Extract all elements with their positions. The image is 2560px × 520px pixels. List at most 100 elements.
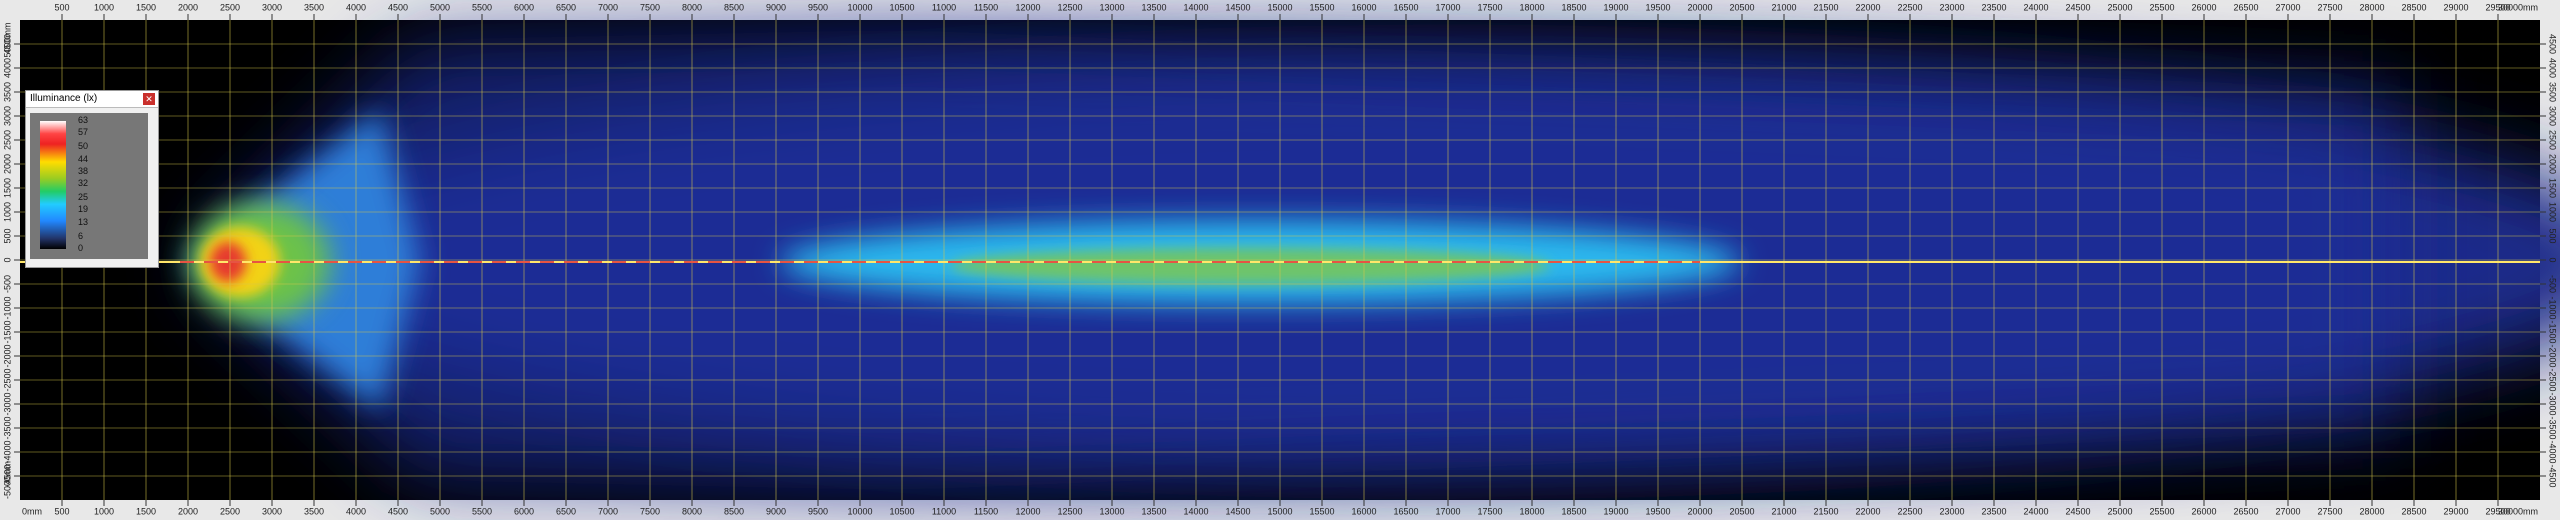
y-ruler-label: -2500 — [2, 368, 12, 391]
x-ruler-label: 15500 — [1309, 506, 1334, 516]
x-ruler-label: 25500 — [2149, 506, 2174, 516]
x-ruler-label: 6500 — [556, 506, 576, 516]
x-ruler-label: 6500 — [556, 2, 576, 12]
x-ruler-label: 27000 — [2275, 506, 2300, 516]
x-ruler-label: 28000 — [2359, 506, 2384, 516]
x-ruler-label: 1500 — [136, 506, 156, 516]
x-ruler-label: 12000 — [1015, 506, 1040, 516]
x-ruler-label: 16500 — [1393, 2, 1418, 12]
legend-level: 50 — [78, 141, 89, 152]
x-ruler-label: 8000 — [682, 2, 702, 12]
x-ruler-label: 12500 — [1057, 2, 1082, 12]
x-ruler-label: 20000 — [1687, 2, 1712, 12]
y-ruler-label: 1500 — [2548, 178, 2558, 198]
legend-level: 38 — [78, 165, 89, 176]
x-ruler-label: 24500 — [2065, 506, 2090, 516]
x-ruler-label: 26500 — [2233, 2, 2258, 12]
x-ruler-label: 11000 — [932, 2, 956, 12]
x-ruler-label: 14500 — [1225, 2, 1250, 12]
legend-title: Illuminance (lx) — [26, 91, 158, 108]
x-ruler-label: 10500 — [889, 506, 914, 516]
x-ruler-label: 13000 — [1099, 506, 1124, 516]
legend-level: 19 — [78, 204, 89, 215]
y-ruler-label: 500 — [2, 228, 12, 243]
x-ruler-label: 9000 — [766, 506, 786, 516]
x-ruler-label: 7500 — [640, 2, 660, 12]
y-ruler-label: 3500 — [2, 82, 12, 102]
x-ruler-label: 20500 — [1729, 506, 1754, 516]
x-ruler-label: 19000 — [1603, 506, 1628, 516]
x-ruler-label: 14500 — [1225, 506, 1250, 516]
x-ruler-label: 1000 — [94, 506, 114, 516]
x-ruler-label: 29000 — [2443, 506, 2468, 516]
x-ruler-start: 0mm — [22, 506, 42, 516]
x-ruler-label: 25000 — [2107, 506, 2132, 516]
x-ruler-label: 5000 — [430, 2, 450, 12]
x-ruler-label: 22500 — [1897, 2, 1922, 12]
y-ruler-label: 3000 — [2, 106, 12, 126]
x-ruler-label: 4000 — [346, 2, 366, 12]
legend-level: 13 — [78, 216, 89, 227]
x-ruler-label: 21500 — [1813, 2, 1838, 12]
y-ruler-label: 2000 — [2548, 154, 2558, 174]
x-ruler-label: 3500 — [304, 2, 324, 12]
legend-level: 63 — [78, 115, 89, 125]
x-ruler-label: 19500 — [1645, 2, 1670, 12]
x-ruler-label: 28000 — [2359, 2, 2384, 12]
x-ruler-label: 15000 — [1267, 2, 1292, 12]
x-ruler-label: 5500 — [472, 2, 492, 12]
y-ruler-label: 3500 — [2548, 82, 2558, 102]
x-ruler-label: 29500 — [2485, 506, 2510, 516]
y-ruler-label: -1500 — [2548, 320, 2558, 343]
y-ruler-label: -3500 — [2, 416, 12, 439]
legend-body: 63 57 50 44 38 32 25 19 13 6 0 — [30, 113, 148, 259]
grid — [20, 20, 2540, 500]
x-ruler-label: 13500 — [1141, 506, 1166, 516]
close-button[interactable]: ✕ — [143, 93, 155, 105]
x-ruler-label: 1000 — [94, 2, 114, 12]
x-ruler-label: 5500 — [472, 506, 492, 516]
x-ruler-label: 25000 — [2107, 2, 2132, 12]
x-ruler-label: 4500 — [388, 2, 408, 12]
x-ruler-label: 25500 — [2149, 2, 2174, 12]
x-ruler-label: 7000 — [598, 2, 618, 12]
x-ruler-label: 21500 — [1813, 506, 1838, 516]
x-ruler-label: 26000 — [2191, 2, 2216, 12]
y-ruler-label: -500 — [2, 275, 12, 293]
y-ruler-label: -2000 — [2, 344, 12, 367]
y-ruler-label: -2500 — [2548, 368, 2558, 391]
x-ruler-label: 15500 — [1309, 2, 1334, 12]
y-ruler-label: -1000 — [2548, 296, 2558, 319]
y-ruler-label: -2000 — [2548, 344, 2558, 367]
x-ruler-label: 11500 — [974, 506, 998, 516]
x-ruler-label: 22000 — [1855, 2, 1880, 12]
x-ruler-label: 28500 — [2401, 506, 2426, 516]
y-ruler-label: 1500 — [2, 178, 12, 198]
x-ruler-label: 8500 — [724, 2, 744, 12]
x-ruler-label: 2000 — [178, 2, 198, 12]
x-ruler-label: 18500 — [1561, 2, 1586, 12]
legend-level: 57 — [78, 127, 89, 138]
x-ruler-label: 2000 — [178, 506, 198, 516]
x-ruler-label: 23000 — [1939, 506, 1964, 516]
y-ruler-label: 1000 — [2, 202, 12, 222]
x-ruler-label: 7500 — [640, 506, 660, 516]
x-ruler-label: 6000 — [514, 506, 534, 516]
y-ruler-label: -3000 — [2, 392, 12, 415]
x-ruler-label: 4000 — [346, 506, 366, 516]
x-ruler-label: 20500 — [1729, 2, 1754, 12]
x-ruler-label: 12000 — [1015, 2, 1040, 12]
color-scale — [40, 121, 66, 249]
y-ruler-label: 1000 — [2548, 202, 2558, 222]
y-ruler-label: 2500 — [2, 130, 12, 150]
x-ruler-label: 16000 — [1351, 2, 1376, 12]
legend-window[interactable]: Illuminance (lx) ✕ 63 57 50 44 38 32 25 19 13 6 0 — [25, 90, 159, 268]
x-ruler-label: 19000 — [1603, 2, 1628, 12]
x-ruler-label: 26000 — [2191, 506, 2216, 516]
x-ruler-label: 17000 — [1435, 2, 1460, 12]
x-ruler-label: 23500 — [1981, 506, 2006, 516]
x-ruler-label: 27000 — [2275, 2, 2300, 12]
y-ruler-label: -500 — [2548, 275, 2558, 293]
legend-level: 44 — [78, 153, 89, 164]
